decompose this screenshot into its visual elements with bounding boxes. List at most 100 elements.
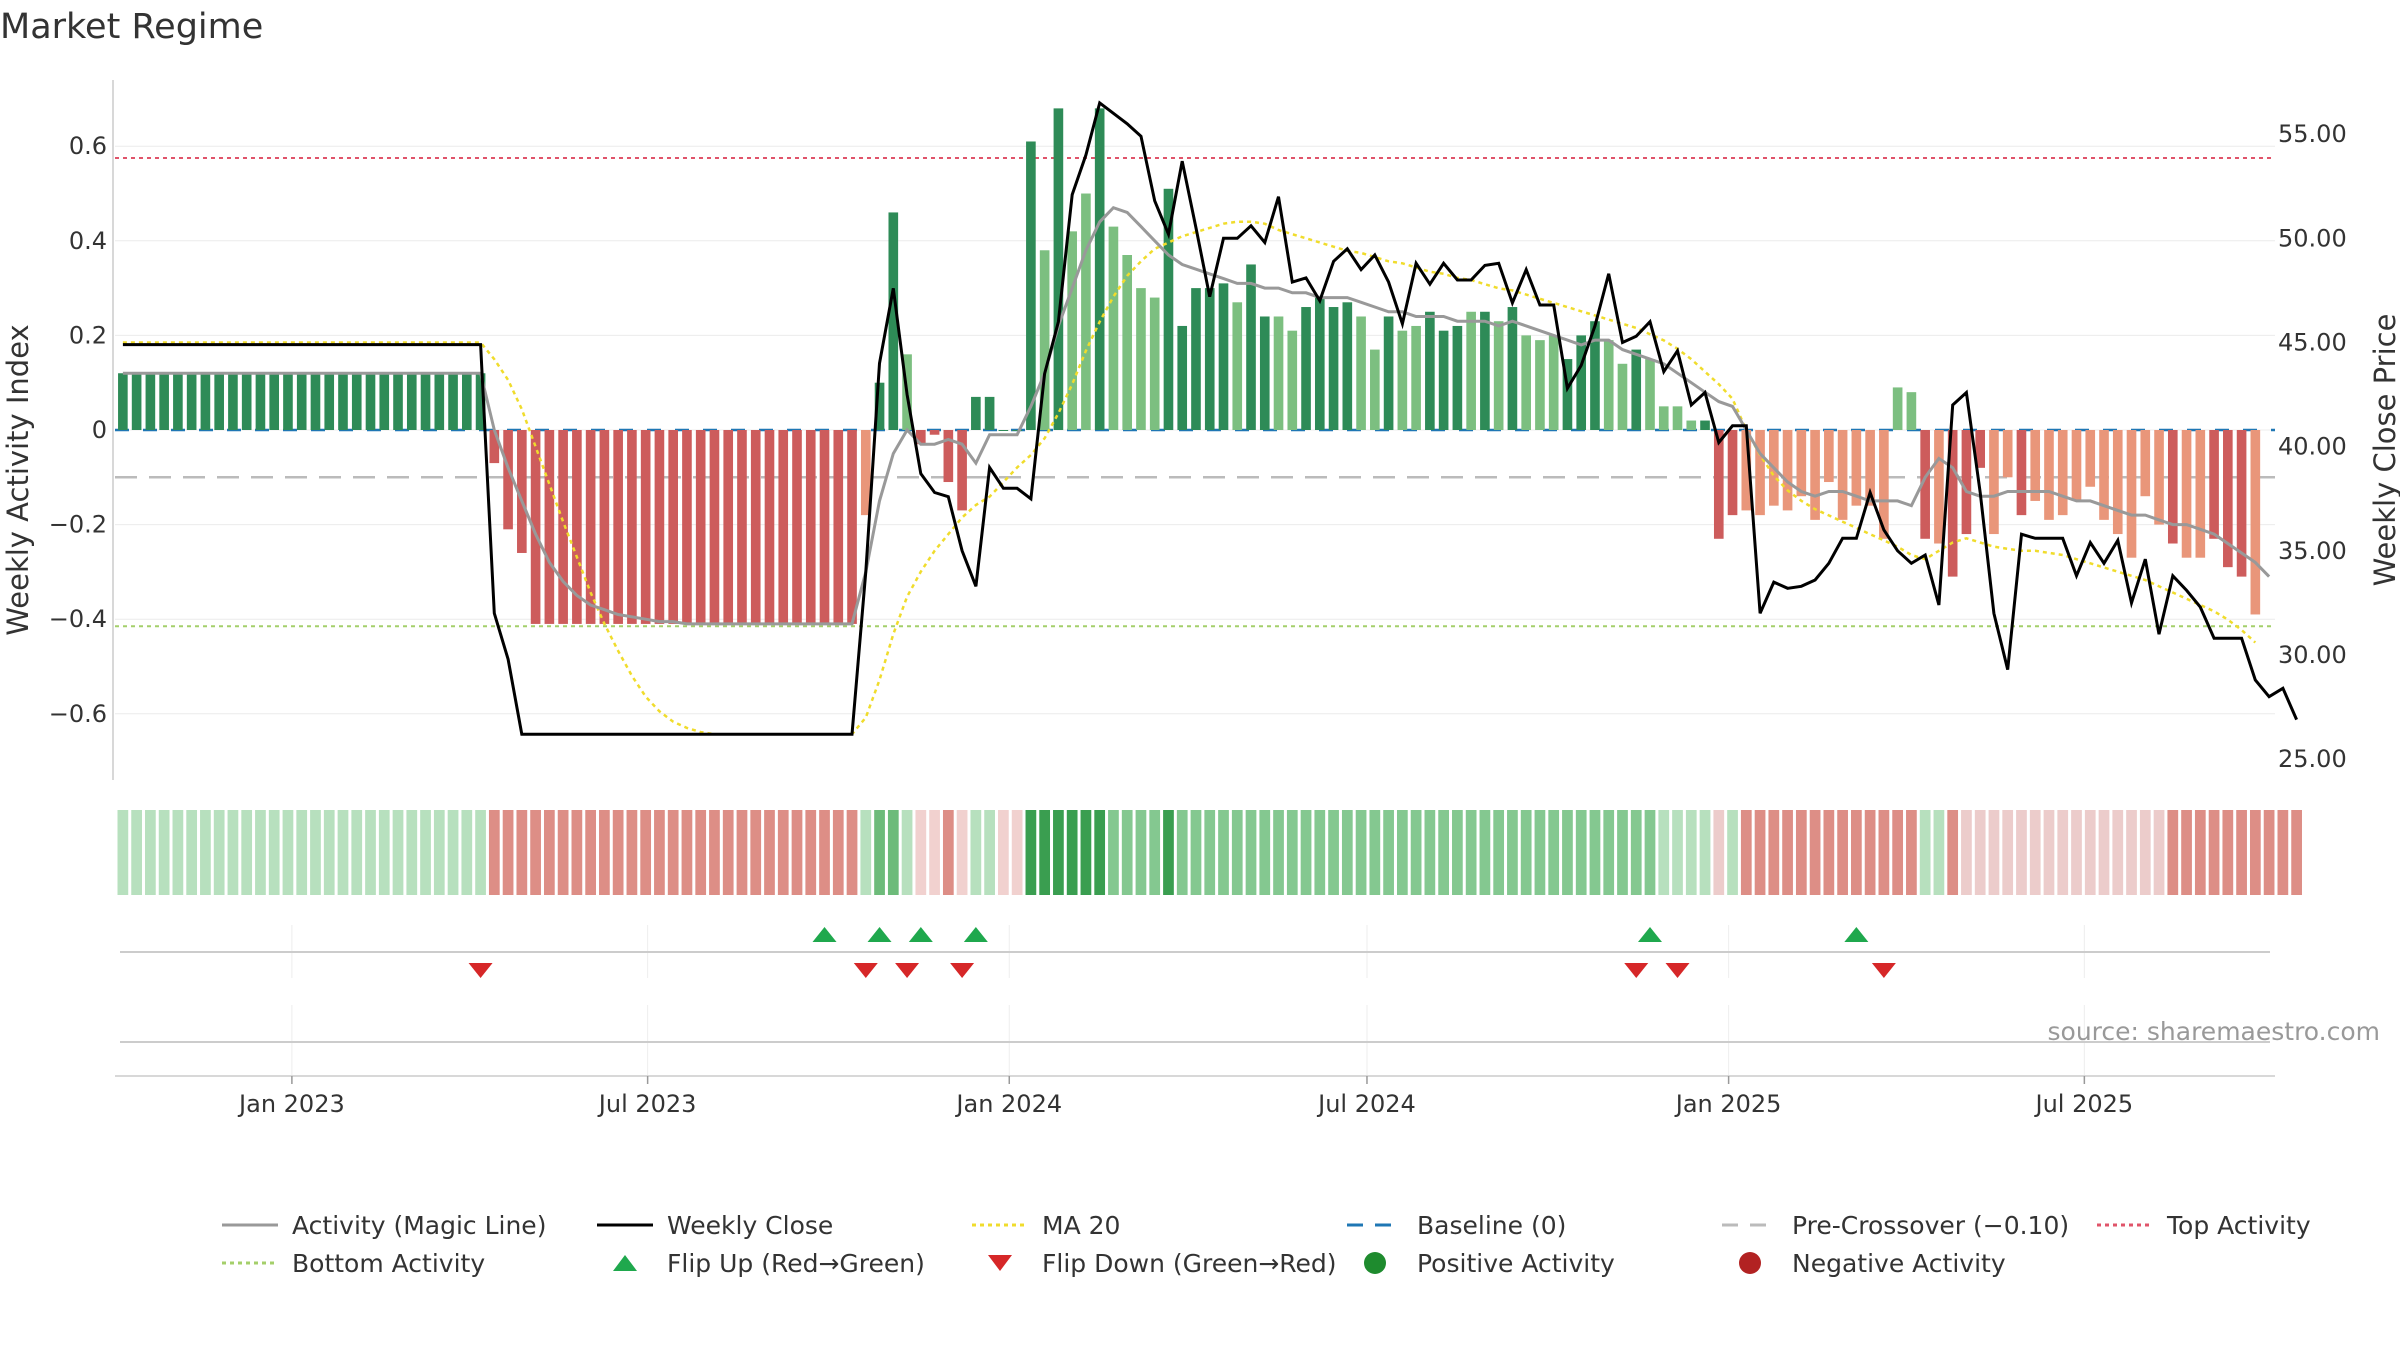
regime-cell — [1218, 810, 1229, 895]
regime-cell — [1245, 810, 1257, 895]
activity-bar — [1617, 363, 1628, 430]
activity-bar — [159, 373, 169, 430]
activity-bar — [1301, 307, 1311, 430]
activity-bar — [833, 430, 844, 624]
regime-cell — [213, 810, 225, 895]
regime-cell — [447, 810, 459, 895]
activity-bar — [1067, 231, 1077, 430]
regime-cell — [488, 810, 500, 895]
activity-bar — [2016, 430, 2027, 516]
regime-cell — [2249, 810, 2261, 895]
regime-cell — [722, 810, 734, 895]
ma20-line — [122, 220, 2257, 736]
flip-down-marker — [950, 963, 975, 978]
activity-bar — [1989, 430, 1999, 535]
y-tick-label: 0.6 — [69, 132, 107, 160]
regime-cell — [805, 810, 817, 895]
regime-cell — [2016, 810, 2027, 895]
activity-bar — [118, 373, 128, 430]
activity-bar — [420, 373, 431, 430]
activity-bar — [2209, 430, 2219, 539]
activity-bars — [118, 108, 2261, 624]
regime-cell — [1548, 810, 1560, 895]
activity-bar — [1356, 316, 1366, 430]
flip-down-marker — [1624, 963, 1649, 978]
activity-bar — [709, 430, 720, 624]
legend-label: Bottom Activity — [292, 1249, 485, 1278]
activity-bar — [2167, 430, 2178, 544]
regime-cell — [158, 810, 170, 895]
activity-bar — [351, 373, 362, 430]
x-tick-label: Jan 2025 — [1674, 1090, 1782, 1118]
regime-cell — [998, 810, 1009, 895]
activity-bar — [737, 430, 747, 624]
y2-tick-label: 45.00 — [2278, 329, 2347, 357]
regime-cell — [764, 810, 775, 895]
regime-cell — [2153, 810, 2165, 895]
legend-label: MA 20 — [1042, 1211, 1120, 1240]
regime-cell — [1864, 810, 1876, 895]
regime-cell — [530, 810, 541, 895]
regime-cell — [1782, 810, 1793, 895]
regime-cell — [777, 810, 789, 895]
activity-bar — [585, 430, 596, 624]
activity-bar — [1906, 392, 1917, 430]
regime-cell — [654, 810, 665, 895]
regime-cell — [2126, 810, 2137, 895]
regime-cell — [1053, 810, 1064, 895]
regime-cell — [2029, 810, 2041, 895]
activity-bar — [338, 373, 348, 430]
regime-cell — [1850, 810, 1862, 895]
regime-cell — [351, 810, 363, 895]
activity-bar — [1438, 330, 1449, 430]
activity-bar — [2126, 430, 2137, 558]
regime-cell — [984, 810, 995, 895]
y2-tick-label: 55.00 — [2278, 120, 2347, 148]
regime-cell — [1823, 810, 1835, 895]
flip-down-marker — [853, 963, 878, 978]
regime-cell — [1328, 810, 1339, 895]
activity-bar — [1232, 302, 1243, 430]
activity-bar — [1521, 335, 1531, 430]
regime-cell — [2208, 810, 2220, 895]
activity-bar — [1259, 316, 1270, 430]
regime-cell — [1149, 810, 1161, 895]
legend-item: Flip Down (Green→Red) — [988, 1249, 1337, 1278]
activity-bar — [2140, 430, 2151, 497]
activity-bar — [1053, 108, 1064, 430]
activity-bar — [1837, 430, 1848, 520]
activity-bar — [654, 430, 665, 624]
activity-bar — [2250, 430, 2261, 615]
activity-bar — [860, 430, 871, 516]
regime-cell — [461, 810, 473, 895]
activity-bar — [214, 373, 224, 430]
activity-bar — [1452, 325, 1463, 430]
regime-cell — [1644, 810, 1656, 895]
regime-cell — [681, 810, 693, 895]
activity-bar — [1094, 108, 1105, 430]
regime-cell — [1534, 810, 1546, 895]
activity-bar — [1562, 359, 1573, 430]
regime-cell — [695, 810, 707, 895]
regime-cell — [516, 810, 528, 895]
flip-up-marker — [1637, 927, 1662, 942]
activity-bar — [379, 373, 390, 430]
regime-cell — [131, 810, 142, 895]
activity-bar — [957, 430, 967, 511]
activity-bar — [1824, 430, 1834, 483]
legend: Activity (Magic Line) Weekly Close MA 20 Ba… — [222, 1211, 2311, 1278]
activity-bar — [613, 430, 623, 624]
activity-bar — [1081, 193, 1091, 430]
regime-cell — [1809, 810, 1821, 895]
regime-cell — [1878, 810, 1890, 895]
legend-label: Pre-Crossover (−0.10) — [1792, 1211, 2069, 1240]
regime-cell — [337, 810, 349, 895]
activity-bar — [682, 430, 692, 624]
activity-bar — [1122, 255, 1133, 430]
activity-bar — [1851, 430, 1862, 506]
activity-bar — [1796, 430, 1807, 497]
regime-cell — [255, 810, 266, 895]
activity-bar — [1920, 430, 1930, 539]
activity-bar — [1397, 330, 1408, 430]
